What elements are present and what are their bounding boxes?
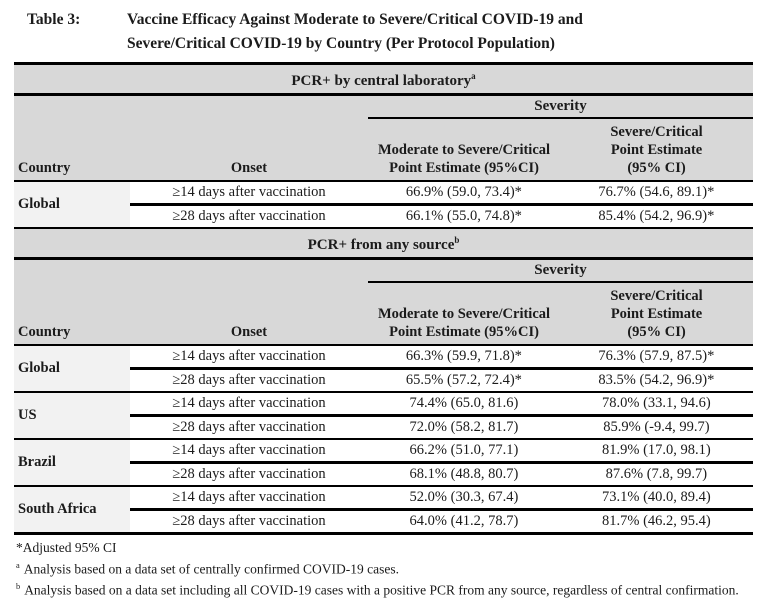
table-header: Severity Country Onset Moderate to Sever… <box>14 96 753 182</box>
column-header-moderate: Moderate to Severe/Critical Point Estima… <box>378 142 551 176</box>
column-header-onset: Onset <box>230 160 268 176</box>
severe-estimate-cell: 76.3% (57.9, 87.5)* <box>598 348 715 364</box>
table-row: ≥14 days after vaccination 66.9% (59.0, … <box>130 182 753 206</box>
table-row: ≥14 days after vaccination 66.3% (59.9, … <box>130 346 753 370</box>
group-rows: ≥14 days after vaccination 66.3% (59.9, … <box>130 346 753 391</box>
footnote-marker: b <box>16 581 21 591</box>
severe-estimate-cell: 78.0% (33.1, 94.6) <box>602 395 711 411</box>
section-heading-footnote-mark: b <box>454 235 460 245</box>
column-header-severe: Severe/Critical Point Estimate (95% CI) <box>610 124 703 176</box>
onset-cell: ≥28 days after vaccination <box>172 419 326 435</box>
table-row: ≥28 days after vaccination 66.1% (55.0, … <box>130 206 753 227</box>
table-row: ≥14 days after vaccination 52.0% (30.3, … <box>130 487 753 511</box>
onset-cell: ≥14 days after vaccination <box>172 442 326 458</box>
moderate-estimate-cell: 66.9% (59.0, 73.4)* <box>405 184 522 200</box>
moderate-estimate-cell: 66.3% (59.9, 71.8)* <box>405 348 522 364</box>
section-heading: PCR+ from any sourceb <box>14 229 753 260</box>
footnote-text: Analysis based on a data set of centrall… <box>23 561 399 576</box>
country-group-south-africa: South Africa ≥14 days after vaccination … <box>14 487 753 532</box>
footnote-text: Adjusted 95% CI <box>22 540 117 555</box>
section-heading-footnote-mark: a <box>471 71 476 81</box>
section-pcr-central-lab: PCR+ by central laboratorya Severity Cou… <box>14 65 753 229</box>
moderate-estimate-cell: 52.0% (30.3, 67.4) <box>409 489 519 505</box>
column-header-moderate: Moderate to Severe/Critical Point Estima… <box>378 306 551 340</box>
table-row: ≥14 days after vaccination 74.4% (65.0, … <box>130 393 753 417</box>
efficacy-table: PCR+ by central laboratorya Severity Cou… <box>14 62 753 535</box>
onset-cell: ≥14 days after vaccination <box>172 348 326 364</box>
footnotes: *Adjusted 95% CI a Analysis based on a da… <box>14 539 753 599</box>
country-cell: Global <box>14 182 131 227</box>
group-rows: ≥14 days after vaccination 66.9% (59.0, … <box>130 182 753 227</box>
table-title-text: Vaccine Efficacy Against Moderate to Sev… <box>127 8 753 56</box>
column-header-severe: Severe/Critical Point Estimate (95% CI) <box>610 288 703 340</box>
section-heading-text: PCR+ from any source <box>307 237 455 253</box>
onset-cell: ≥14 days after vaccination <box>172 395 326 411</box>
footnote-adjusted-ci: *Adjusted 95% CI <box>16 539 753 557</box>
footnote-text: Analysis based on a data set including a… <box>24 582 739 597</box>
country-cell: Global <box>14 346 131 391</box>
severe-estimate-cell: 85.4% (54.2, 96.9)* <box>598 208 715 224</box>
country-group-global: Global ≥14 days after vaccination 66.3% … <box>14 346 753 393</box>
group-rows: ≥14 days after vaccination 74.4% (65.0, … <box>130 393 753 438</box>
column-headers-row: Country Onset Moderate to Severe/Critica… <box>14 283 753 344</box>
footnote-marker: * <box>16 540 23 555</box>
severe-estimate-cell: 73.1% (40.0, 89.4) <box>602 489 711 505</box>
column-header-country: Country <box>18 324 71 340</box>
moderate-estimate-cell: 66.2% (51.0, 77.1) <box>409 442 519 458</box>
severe-estimate-cell: 81.7% (46.2, 95.4) <box>602 513 711 529</box>
severity-spanner-header: Severity <box>367 96 753 119</box>
severe-estimate-cell: 87.6% (7.8, 99.7) <box>605 466 708 482</box>
moderate-estimate-cell: 72.0% (58.2, 81.7) <box>409 419 519 435</box>
group-rows: ≥14 days after vaccination 66.2% (51.0, … <box>130 440 753 485</box>
table-title-line2: Severe/Critical COVID-19 by Country (Per… <box>127 35 555 52</box>
section-heading: PCR+ by central laboratorya <box>14 65 753 96</box>
country-group-global: Global ≥14 days after vaccination 66.9% … <box>14 182 753 229</box>
country-group-brazil: Brazil ≥14 days after vaccination 66.2% … <box>14 440 753 487</box>
severe-estimate-cell: 81.9% (17.0, 98.1) <box>602 442 711 458</box>
severe-estimate-cell: 76.7% (54.6, 89.1)* <box>598 184 715 200</box>
country-group-us: US ≥14 days after vaccination 74.4% (65.… <box>14 393 753 440</box>
moderate-estimate-cell: 66.1% (55.0, 74.8)* <box>405 208 522 224</box>
moderate-estimate-cell: 68.1% (48.8, 80.7) <box>409 466 519 482</box>
onset-cell: ≥28 days after vaccination <box>172 208 326 224</box>
table-title-line1: Vaccine Efficacy Against Moderate to Sev… <box>127 11 583 28</box>
onset-cell: ≥14 days after vaccination <box>172 489 326 505</box>
onset-cell: ≥28 days after vaccination <box>172 466 326 482</box>
country-cell: South Africa <box>14 487 131 532</box>
table-row: ≥28 days after vaccination 72.0% (58.2, … <box>130 417 753 438</box>
severity-spanner-header: Severity <box>367 260 753 283</box>
column-header-onset: Onset <box>230 324 268 340</box>
table-row: ≥28 days after vaccination 64.0% (41.2, … <box>130 511 753 532</box>
table-number: Table 3: <box>27 11 81 28</box>
moderate-estimate-cell: 64.0% (41.2, 78.7) <box>409 513 519 529</box>
footnote-b: b Analysis based on a data set including … <box>16 578 753 599</box>
footnote-marker: a <box>16 560 20 570</box>
moderate-estimate-cell: 65.5% (57.2, 72.4)* <box>405 372 522 388</box>
section-pcr-any-source: PCR+ from any sourceb Severity Country O… <box>14 229 753 532</box>
moderate-estimate-cell: 74.4% (65.0, 81.6) <box>409 395 519 411</box>
onset-cell: ≥14 days after vaccination <box>172 184 326 200</box>
table-row: ≥28 days after vaccination 68.1% (48.8, … <box>130 464 753 485</box>
footnote-a: a Analysis based on a data set of central… <box>16 557 753 578</box>
column-headers-row: Country Onset Moderate to Severe/Critica… <box>14 119 753 180</box>
group-rows: ≥14 days after vaccination 52.0% (30.3, … <box>130 487 753 532</box>
table-row: ≥14 days after vaccination 66.2% (51.0, … <box>130 440 753 464</box>
section-heading-text: PCR+ by central laboratory <box>291 73 472 89</box>
onset-cell: ≥28 days after vaccination <box>172 513 326 529</box>
table-header: Severity Country Onset Moderate to Sever… <box>14 260 753 346</box>
country-cell: US <box>14 393 131 438</box>
severe-estimate-cell: 83.5% (54.2, 96.9)* <box>598 372 715 388</box>
table-row: ≥28 days after vaccination 65.5% (57.2, … <box>130 370 753 391</box>
table-title: Table 3: Vaccine Efficacy Against Modera… <box>14 8 753 56</box>
column-header-country: Country <box>18 160 71 176</box>
country-cell: Brazil <box>14 440 131 485</box>
onset-cell: ≥28 days after vaccination <box>172 372 326 388</box>
severe-estimate-cell: 85.9% (-9.4, 99.7) <box>603 419 710 435</box>
